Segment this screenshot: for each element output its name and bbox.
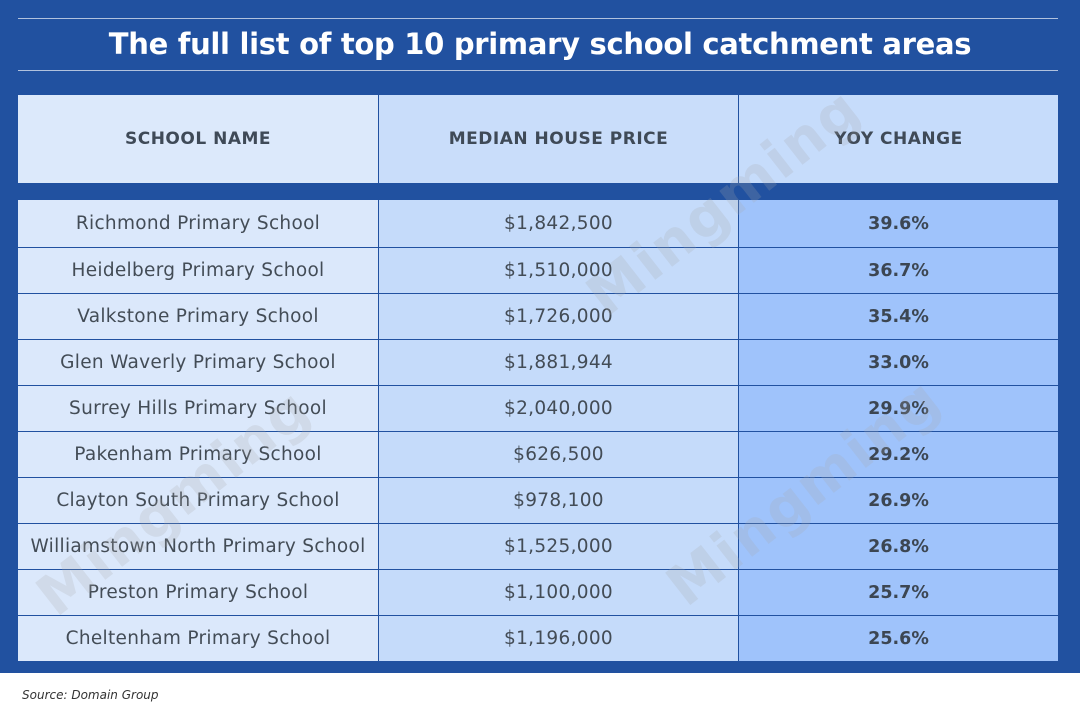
cell-yoy-change: 26.8% <box>739 524 1058 569</box>
cell-median-house-price: $1,726,000 <box>379 294 739 339</box>
table-row: Surrey Hills Primary School $2,040,000 29.… <box>18 385 1058 431</box>
cell-yoy-change: 36.7% <box>739 248 1058 293</box>
column-header-yoy-change: YOY CHANGE <box>739 95 1058 183</box>
cell-yoy-change: 26.9% <box>739 478 1058 523</box>
cell-school-name: Surrey Hills Primary School <box>18 386 379 431</box>
cell-school-name: Heidelberg Primary School <box>18 248 379 293</box>
cell-median-house-price: $1,525,000 <box>379 524 739 569</box>
table-title: The full list of top 10 primary school c… <box>108 27 972 61</box>
cell-school-name: Clayton South Primary School <box>18 478 379 523</box>
table-header-row: SCHOOL NAME MEDIAN HOUSE PRICE YOY CHANG… <box>18 95 1058 183</box>
cell-school-name: Williamstown North Primary School <box>18 524 379 569</box>
cell-yoy-change: 29.2% <box>739 432 1058 477</box>
cell-median-house-price: $2,040,000 <box>379 386 739 431</box>
table-body: Richmond Primary School $1,842,500 39.6% He… <box>18 200 1058 661</box>
table-row: Valkstone Primary School $1,726,000 35.4% <box>18 293 1058 339</box>
cell-median-house-price: $978,100 <box>379 478 739 523</box>
cell-yoy-change: 35.4% <box>739 294 1058 339</box>
cell-school-name: Cheltenham Primary School <box>18 616 379 661</box>
table-row: Glen Waverly Primary School $1,881,944 33.… <box>18 339 1058 385</box>
cell-school-name: Valkstone Primary School <box>18 294 379 339</box>
table-row: Clayton South Primary School $978,100 26.9… <box>18 477 1058 523</box>
source-note: Source: Domain Group <box>22 688 159 702</box>
cell-school-name: Pakenham Primary School <box>18 432 379 477</box>
column-header-school-name: SCHOOL NAME <box>18 95 379 183</box>
title-bottom-rule <box>18 70 1058 71</box>
table-row: Preston Primary School $1,100,000 25.7% <box>18 569 1058 615</box>
cell-median-house-price: $1,100,000 <box>379 570 739 615</box>
cell-yoy-change: 29.9% <box>739 386 1058 431</box>
table-panel: The full list of top 10 primary school c… <box>0 0 1080 673</box>
table-row: Cheltenham Primary School $1,196,000 25.6% <box>18 615 1058 661</box>
cell-school-name: Glen Waverly Primary School <box>18 340 379 385</box>
table-row: Williamstown North Primary School $1,525,… <box>18 523 1058 569</box>
title-top-rule <box>18 18 1058 19</box>
table-row: Pakenham Primary School $626,500 29.2% <box>18 431 1058 477</box>
cell-median-house-price: $1,842,500 <box>379 200 739 247</box>
table-row: Heidelberg Primary School $1,510,000 36.7% <box>18 247 1058 293</box>
cell-median-house-price: $626,500 <box>379 432 739 477</box>
cell-yoy-change: 39.6% <box>739 200 1058 247</box>
cell-yoy-change: 25.7% <box>739 570 1058 615</box>
cell-school-name: Preston Primary School <box>18 570 379 615</box>
cell-median-house-price: $1,510,000 <box>379 248 739 293</box>
cell-median-house-price: $1,881,944 <box>379 340 739 385</box>
cell-school-name: Richmond Primary School <box>18 200 379 247</box>
cell-yoy-change: 25.6% <box>739 616 1058 661</box>
cell-yoy-change: 33.0% <box>739 340 1058 385</box>
column-header-median-house-price: MEDIAN HOUSE PRICE <box>379 95 739 183</box>
table-row: Richmond Primary School $1,842,500 39.6% <box>18 200 1058 247</box>
cell-median-house-price: $1,196,000 <box>379 616 739 661</box>
